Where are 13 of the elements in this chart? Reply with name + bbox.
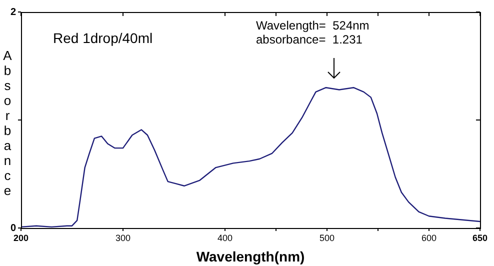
x-tick-label: 600 xyxy=(421,232,437,243)
annotation: absorbance= 1.231 xyxy=(256,32,363,46)
x-tick-label: 300 xyxy=(115,232,131,243)
x-tick-label: 650 xyxy=(472,232,488,243)
annotation: Wavelength= 524nm xyxy=(256,18,370,32)
x-tick-label: 400 xyxy=(217,232,233,243)
y-axis-title: Absorbance xyxy=(0,48,15,198)
x-tick-label: 500 xyxy=(319,232,335,243)
y-tick-label: 2 xyxy=(10,6,16,18)
y-tick-label: 0 xyxy=(10,222,16,234)
x-axis-title: Wavelength(nm) xyxy=(196,248,305,264)
annotation: Red 1drop/40ml xyxy=(53,30,153,46)
x-tick-label: 200 xyxy=(13,232,29,243)
